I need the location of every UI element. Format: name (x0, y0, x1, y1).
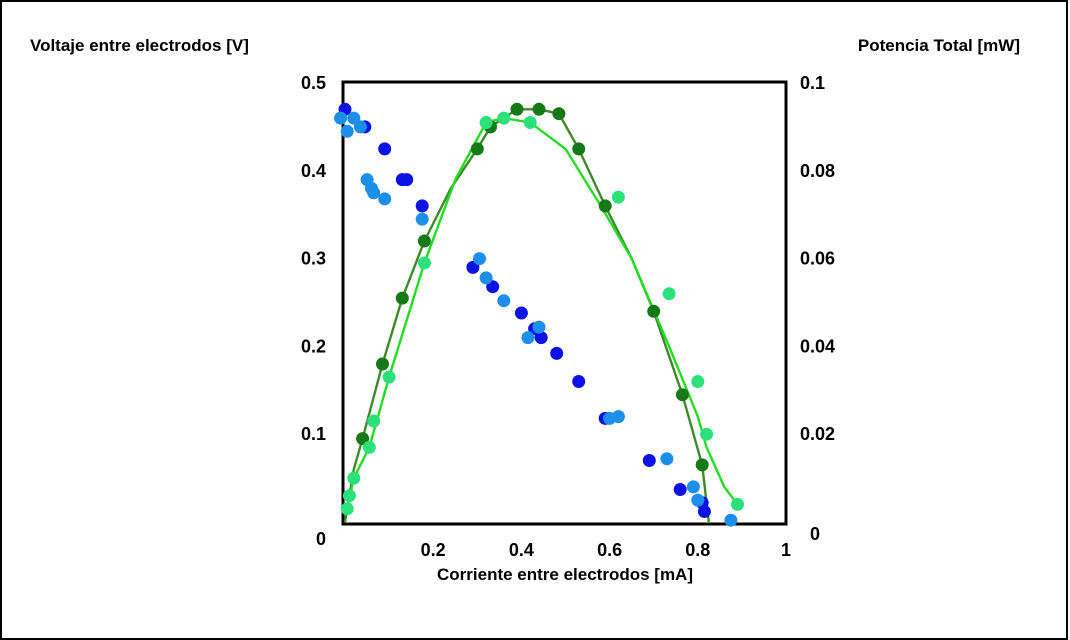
power-point (362, 440, 376, 454)
voltage-point (378, 192, 392, 206)
power-point (572, 142, 586, 156)
power-point (470, 142, 484, 156)
voltage-point (611, 410, 625, 424)
voltage-point (514, 306, 528, 320)
left-tick-label: 0.5 (301, 73, 326, 93)
voltage-point (334, 111, 348, 125)
voltage-point (340, 124, 354, 138)
voltage-point (473, 252, 486, 266)
voltage-point (686, 480, 700, 494)
voltage-point (521, 331, 535, 345)
chart: Voltaje entre electrodos [V] Potencia To… (30, 36, 1020, 584)
voltage-point (642, 454, 656, 467)
voltage-point (479, 271, 493, 285)
x-tick-labels: 0.2 0.4 0.6 0.8 1 (421, 540, 791, 560)
power-point (691, 375, 705, 388)
voltage-point (550, 346, 564, 360)
power-point (417, 256, 431, 270)
voltage-point (534, 331, 548, 345)
power-point (532, 102, 546, 116)
voltage-point (697, 505, 711, 518)
power-point (510, 102, 524, 116)
plot-area (341, 80, 788, 526)
right-tick-label: 0.1 (800, 73, 825, 93)
power-point (342, 489, 356, 503)
power-point (395, 291, 409, 305)
power-point (376, 357, 389, 371)
power-curves (343, 108, 739, 523)
power-point (552, 107, 566, 121)
voltage-point (353, 120, 367, 134)
power-point (347, 471, 361, 485)
left-tick-label: 0 (316, 529, 326, 549)
x-tick-label: 0.6 (597, 540, 622, 560)
voltage-point (367, 186, 381, 200)
voltage-point (673, 483, 687, 496)
voltage-point (660, 452, 674, 466)
voltage-point (378, 142, 392, 156)
power-point (340, 502, 354, 516)
voltage-point (400, 173, 414, 187)
voltage-point (497, 294, 511, 308)
right-tick-label: 0.06 (800, 249, 835, 269)
power-point (523, 116, 537, 129)
power-point (700, 427, 714, 441)
power-point (356, 432, 370, 446)
right-tick-label: 0.08 (800, 161, 835, 181)
x-tick-label: 0.2 (421, 540, 446, 560)
voltage-point (572, 375, 586, 388)
voltage-point (415, 212, 429, 226)
left-axis-title: Voltaje entre electrodos [V] (30, 36, 249, 55)
power-point (611, 190, 625, 204)
right-axis-title: Potencia Total [mW] (858, 36, 1020, 55)
right-tick-labels: 0 0.02 0.04 0.06 0.08 0.1 (800, 73, 835, 544)
voltage-point (691, 493, 705, 507)
x-tick-label: 1 (781, 540, 791, 560)
x-tick-label: 0.8 (685, 540, 710, 560)
x-tick-label: 0.4 (509, 540, 534, 560)
left-tick-label: 0.3 (301, 249, 326, 269)
x-axis-title: Corriente entre electrodos [mA] (437, 565, 693, 584)
power-point (479, 116, 493, 129)
power-point (367, 414, 381, 428)
power-point (731, 497, 744, 511)
left-tick-label: 0.1 (301, 424, 326, 444)
left-tick-labels: 0 0.1 0.2 0.3 0.4 0.5 (301, 73, 326, 549)
right-tick-label: 0 (810, 524, 820, 544)
power-point (382, 370, 396, 384)
data-points (334, 102, 744, 527)
power-point (647, 304, 661, 318)
voltage-point (415, 199, 429, 213)
power-point (675, 388, 689, 402)
power-point (695, 458, 709, 472)
power-point (598, 199, 612, 213)
right-tick-label: 0.02 (800, 424, 835, 444)
voltage-point (532, 320, 546, 334)
voltage-point (724, 513, 738, 527)
power-point (662, 287, 676, 301)
left-tick-label: 0.4 (301, 161, 326, 181)
power-point (497, 111, 511, 125)
power-point (417, 234, 431, 248)
right-tick-label: 0.04 (800, 336, 835, 356)
left-tick-label: 0.2 (301, 336, 326, 356)
